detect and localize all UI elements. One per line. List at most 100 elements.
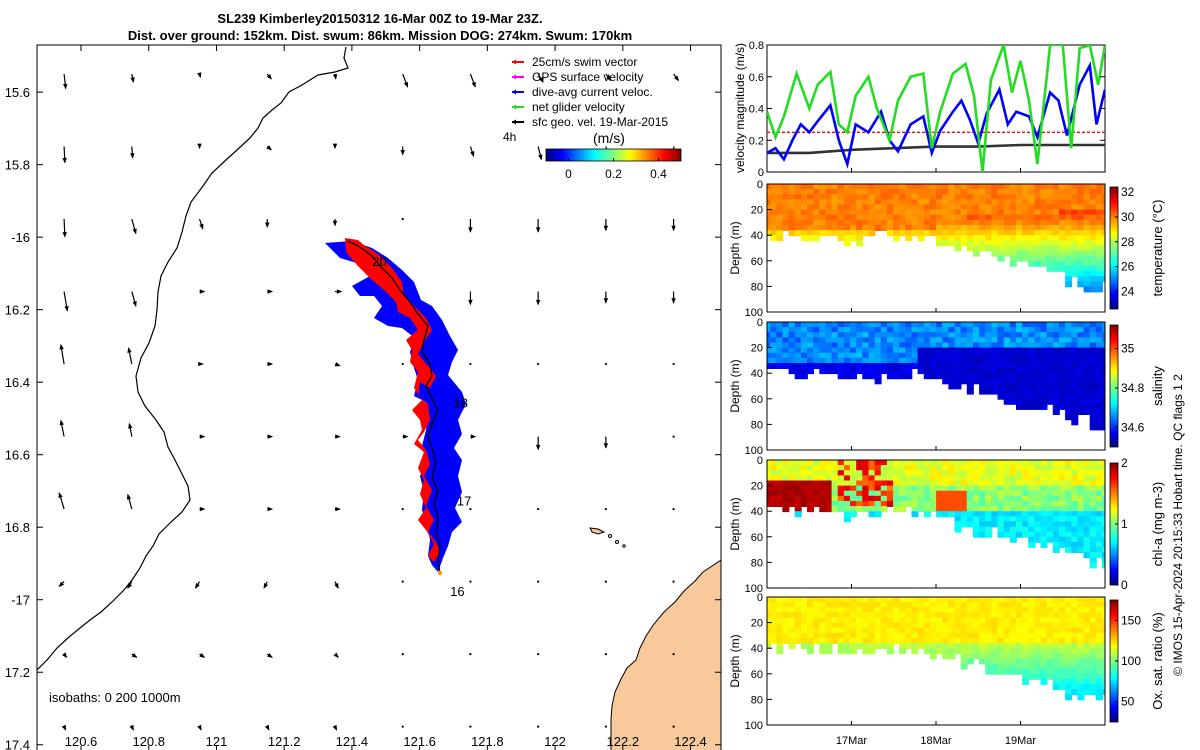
section-cell xyxy=(936,460,944,466)
section-cell xyxy=(825,632,833,639)
section-cell xyxy=(831,612,839,619)
section-cell xyxy=(942,373,950,380)
section-cell xyxy=(997,607,1005,614)
section-cell xyxy=(813,327,821,334)
section-cell xyxy=(1052,485,1060,492)
section-cell xyxy=(800,357,808,364)
section-cell xyxy=(960,378,968,385)
section-cell xyxy=(899,327,907,334)
section-cell xyxy=(985,490,993,497)
section-cell xyxy=(1102,225,1105,231)
sfc-vector-head xyxy=(63,83,68,90)
section-cell xyxy=(991,219,999,226)
sfc-vector-dot xyxy=(537,580,540,583)
section-cell xyxy=(843,352,851,359)
sfc-vector-head xyxy=(132,228,137,235)
section-cell xyxy=(850,363,857,369)
section-cell xyxy=(825,602,833,609)
section-cell xyxy=(776,225,784,231)
section-cell xyxy=(800,209,808,216)
section-colorbar-tick-label: 24 xyxy=(1121,285,1135,299)
section-cell xyxy=(850,332,857,339)
section-cell xyxy=(880,357,888,364)
section-cell xyxy=(1102,648,1105,655)
section-cell xyxy=(813,485,821,492)
section-cell xyxy=(1095,658,1103,665)
section-cell xyxy=(979,511,987,518)
section-cell xyxy=(966,506,974,513)
section-cell xyxy=(1040,204,1048,211)
section-cell xyxy=(1089,219,1097,226)
section-cell xyxy=(776,357,784,364)
section-cell xyxy=(782,470,790,477)
section-cell xyxy=(1077,465,1085,472)
section-cell xyxy=(1040,501,1048,507)
section-cell xyxy=(1077,602,1085,609)
section-y-tick-label: 80 xyxy=(751,419,763,431)
section-cell xyxy=(1083,460,1091,466)
section-cell xyxy=(1046,260,1054,267)
section-cell xyxy=(1102,214,1105,221)
legend-label: dive-avg current veloc. xyxy=(532,85,653,99)
section-cell xyxy=(1034,322,1042,328)
section-cell xyxy=(782,622,790,629)
section-cell xyxy=(825,327,833,334)
section-cell xyxy=(862,501,870,507)
section-cell xyxy=(1022,403,1030,410)
section-cell xyxy=(1034,526,1042,533)
section-cell xyxy=(899,612,907,619)
section-cell xyxy=(886,352,894,359)
section-cell xyxy=(1083,506,1091,513)
section-cell xyxy=(997,526,1005,533)
section-cell xyxy=(1071,465,1079,472)
section-cell xyxy=(1102,393,1105,400)
section-cell xyxy=(1034,368,1042,375)
section-cell xyxy=(948,383,956,390)
section-cell xyxy=(936,622,944,629)
section-cell xyxy=(1009,388,1017,395)
section-cell xyxy=(1089,501,1097,507)
section-cell xyxy=(770,495,778,502)
section-cell xyxy=(794,617,802,624)
section-cell xyxy=(911,485,919,492)
section-cell xyxy=(1059,225,1066,231)
sfc-vector-arrow xyxy=(195,581,201,589)
section-cell xyxy=(782,627,790,634)
section-cell xyxy=(1022,511,1030,518)
swim-vector-trace xyxy=(345,238,440,562)
section-cell xyxy=(1016,480,1023,487)
section-cell xyxy=(807,612,814,619)
section-cell xyxy=(972,627,980,634)
section-cell xyxy=(1009,240,1017,247)
section-cell xyxy=(948,184,956,190)
section-cell xyxy=(819,184,827,190)
section-cell xyxy=(1102,260,1105,267)
section-cell xyxy=(880,368,888,375)
section-cell xyxy=(1065,352,1073,359)
section-cell xyxy=(813,490,821,497)
section-cell xyxy=(1003,526,1011,533)
section-cell xyxy=(942,485,950,492)
section-cell xyxy=(819,352,827,359)
section-cell xyxy=(1089,383,1097,390)
section-cell xyxy=(1065,250,1073,257)
section-cell xyxy=(862,643,870,650)
section-cell xyxy=(1046,485,1054,492)
section-cell xyxy=(868,490,876,497)
section-cell xyxy=(1059,485,1066,492)
section-cell xyxy=(843,209,851,216)
section-cell xyxy=(911,602,919,609)
section-cell xyxy=(1040,460,1048,466)
section-cell xyxy=(1052,480,1060,487)
section-cell xyxy=(813,475,821,482)
section-cell xyxy=(843,235,851,242)
map-y-tick-label: 16.4 xyxy=(5,375,30,390)
section-cell xyxy=(788,199,796,206)
section-cell xyxy=(997,250,1005,257)
section-cell xyxy=(862,638,870,644)
section-cell xyxy=(1077,255,1085,262)
section-cell xyxy=(856,204,864,211)
section-cell xyxy=(923,506,931,513)
section-cell xyxy=(825,638,833,644)
section-cell xyxy=(979,460,987,466)
